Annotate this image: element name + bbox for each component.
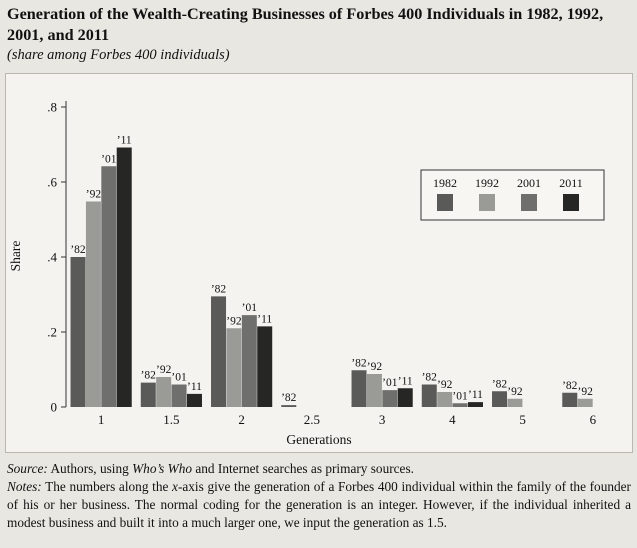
source-text-2: and Internet searches as primary sources… — [192, 461, 414, 476]
legend-swatch-1982 — [437, 194, 453, 211]
y-tick-label: .6 — [47, 175, 57, 190]
bar-1992-gen-1.5 — [156, 377, 172, 407]
chart-title: Generation of the Wealth-Creating Busine… — [7, 5, 604, 44]
legend-swatch-2001 — [521, 194, 537, 211]
x-axis-label: Generations — [286, 432, 351, 447]
bar-label: ’82 — [281, 392, 297, 404]
bar-2011-gen-3 — [397, 388, 413, 407]
bar-1982-gen-1 — [70, 257, 86, 407]
bar-1982-gen-4 — [421, 384, 437, 407]
legend-label-2011: 2011 — [559, 176, 583, 190]
legend-swatch-2011 — [563, 194, 579, 211]
bar-label: ’82 — [70, 244, 86, 256]
figure-notes: Source: Authors, using Who’s Who and Int… — [7, 460, 631, 532]
x-tick-label: 1 — [98, 412, 105, 427]
bar-1982-gen-2 — [211, 296, 227, 407]
chart-subtitle: (share among Forbes 400 individuals) — [7, 47, 230, 63]
notes-label: Notes: — [7, 479, 42, 494]
bar-2011-gen-4 — [467, 402, 483, 407]
y-tick-label: 0 — [51, 400, 58, 415]
bar-2011-gen-2 — [257, 326, 273, 407]
bar-label: ’82 — [141, 370, 157, 382]
x-tick-label: 3 — [379, 412, 386, 427]
bar-label: ’11 — [187, 381, 202, 393]
bar-label: ’92 — [226, 315, 242, 327]
bar-label: ’92 — [156, 364, 172, 376]
bar-1992-gen-5 — [507, 398, 523, 407]
source-line: Source: Authors, using Who’s Who and Int… — [7, 460, 631, 478]
bar-1992-gen-6 — [577, 398, 593, 407]
bar-label: ’01 — [452, 390, 468, 402]
bar-1992-gen-1 — [85, 201, 101, 407]
chart-frame: 0.2.4.6.8 Share ’82’92’01’11 1’82’92’01’11 1… — [5, 73, 633, 453]
legend-label-1982: 1982 — [433, 176, 457, 190]
bar-1992-gen-4 — [437, 392, 453, 407]
bar-2001-gen-1 — [101, 166, 117, 407]
bar-label: ’01 — [242, 302, 258, 314]
source-label: Source: — [7, 461, 48, 476]
bar-label: ’11 — [257, 313, 272, 325]
x-tick-label: 2 — [238, 412, 245, 427]
bar-label: ’92 — [367, 361, 383, 373]
x-tick-label: 6 — [590, 412, 597, 427]
bar-1982-gen-5 — [492, 391, 508, 407]
bar-1982-gen-6 — [562, 392, 578, 407]
x-tick-label: 4 — [449, 412, 456, 427]
x-tick-label: 1.5 — [163, 412, 179, 427]
x-tick-label: 5 — [519, 412, 526, 427]
y-tick-label: .8 — [47, 100, 57, 115]
legend-swatch-1992 — [479, 194, 495, 211]
y-tick-label: .2 — [47, 325, 57, 340]
bar-label: ’11 — [468, 389, 483, 401]
bar-1982-gen-1.5 — [140, 382, 156, 407]
bar-label: ’11 — [398, 375, 413, 387]
bar-1982-gen-3 — [351, 370, 367, 407]
x-tick-label: 2.5 — [304, 412, 320, 427]
y-axis-label: Share — [8, 241, 23, 272]
notes-text-1: The numbers along the — [41, 479, 173, 494]
source-text-1: Authors, using — [47, 461, 133, 476]
notes-italic: x — [172, 479, 178, 494]
notes-line: Notes: The numbers along the x-axis give… — [7, 478, 631, 532]
bar-1982-gen-2.5 — [281, 405, 297, 407]
bar-label: ’92 — [578, 386, 594, 398]
bar-2001-gen-3 — [382, 390, 398, 407]
source-italic: Who’s Who — [132, 461, 193, 476]
bar-label: ’92 — [86, 189, 102, 201]
bar-2011-gen-1 — [116, 147, 132, 407]
bar-label: ’82 — [492, 378, 508, 390]
bar-label: ’82 — [351, 357, 367, 369]
bar-label: ’92 — [437, 379, 453, 391]
bar-2001-gen-4 — [452, 403, 468, 407]
bar-1992-gen-3 — [366, 374, 382, 407]
bar-label: ’01 — [171, 372, 187, 384]
notes-text-2: -axis give the generation of a Forbes 40… — [7, 479, 631, 530]
bar-label: ’92 — [507, 386, 523, 398]
legend-label-1992: 1992 — [475, 176, 499, 190]
bar-label: ’11 — [117, 135, 132, 147]
bar-label: ’01 — [382, 377, 398, 389]
bar-label: ’82 — [211, 283, 227, 295]
bar-2001-gen-2 — [241, 315, 257, 407]
bar-label: ’82 — [562, 380, 578, 392]
bar-2001-gen-1.5 — [171, 384, 187, 407]
bar-2011-gen-1.5 — [186, 393, 202, 407]
bar-label: ’82 — [422, 372, 438, 384]
bar-label: ’01 — [101, 153, 117, 165]
legend-label-2001: 2001 — [517, 176, 541, 190]
bar-1992-gen-2 — [226, 328, 242, 407]
y-tick-label: .4 — [47, 250, 57, 265]
